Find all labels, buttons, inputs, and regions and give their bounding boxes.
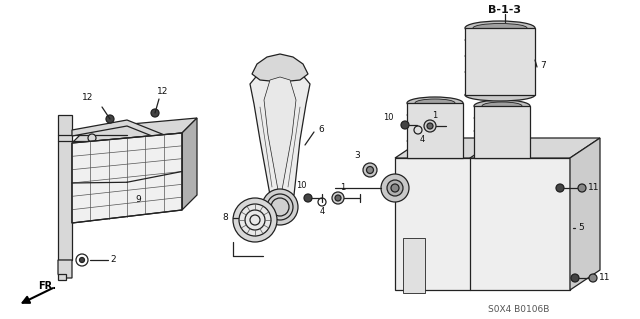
Polygon shape bbox=[250, 72, 310, 195]
Text: 6: 6 bbox=[318, 125, 324, 135]
Ellipse shape bbox=[407, 137, 463, 145]
Polygon shape bbox=[72, 133, 182, 223]
Circle shape bbox=[427, 123, 433, 129]
Polygon shape bbox=[395, 158, 570, 290]
Circle shape bbox=[239, 204, 271, 236]
Circle shape bbox=[335, 195, 341, 201]
Circle shape bbox=[589, 274, 597, 282]
Text: 11: 11 bbox=[599, 273, 611, 283]
Circle shape bbox=[556, 184, 564, 192]
Text: 4: 4 bbox=[320, 207, 325, 217]
Circle shape bbox=[332, 192, 344, 204]
Ellipse shape bbox=[465, 89, 535, 101]
Ellipse shape bbox=[465, 21, 535, 35]
Ellipse shape bbox=[407, 111, 463, 119]
Circle shape bbox=[233, 198, 277, 242]
Circle shape bbox=[262, 189, 298, 225]
Circle shape bbox=[363, 163, 377, 177]
Ellipse shape bbox=[473, 24, 527, 33]
Ellipse shape bbox=[474, 127, 530, 135]
Ellipse shape bbox=[415, 99, 455, 107]
Text: 10: 10 bbox=[383, 113, 394, 122]
Circle shape bbox=[391, 184, 399, 192]
Text: B-1-3: B-1-3 bbox=[488, 5, 521, 15]
Polygon shape bbox=[570, 138, 600, 290]
Circle shape bbox=[151, 109, 159, 117]
Ellipse shape bbox=[474, 100, 530, 112]
Text: 5: 5 bbox=[578, 224, 584, 233]
Ellipse shape bbox=[407, 97, 463, 109]
Text: 4: 4 bbox=[420, 136, 425, 145]
Ellipse shape bbox=[474, 140, 530, 148]
Polygon shape bbox=[58, 260, 72, 278]
Circle shape bbox=[424, 120, 436, 132]
Text: 1: 1 bbox=[432, 112, 437, 121]
Polygon shape bbox=[72, 118, 197, 143]
Ellipse shape bbox=[465, 51, 535, 61]
Circle shape bbox=[106, 115, 114, 123]
Circle shape bbox=[571, 274, 579, 282]
Ellipse shape bbox=[474, 114, 530, 122]
Ellipse shape bbox=[465, 67, 535, 77]
Circle shape bbox=[578, 184, 586, 192]
Polygon shape bbox=[264, 77, 296, 190]
Text: 12: 12 bbox=[157, 86, 168, 95]
Text: 9: 9 bbox=[135, 196, 141, 204]
Text: 10: 10 bbox=[296, 182, 307, 190]
Polygon shape bbox=[395, 138, 600, 158]
Text: FR.: FR. bbox=[38, 281, 56, 291]
Bar bbox=[403, 238, 425, 293]
Polygon shape bbox=[252, 54, 308, 82]
Text: 8: 8 bbox=[222, 213, 228, 222]
Circle shape bbox=[367, 167, 374, 174]
Ellipse shape bbox=[465, 35, 535, 45]
Circle shape bbox=[401, 121, 409, 129]
Polygon shape bbox=[182, 118, 197, 210]
Ellipse shape bbox=[474, 153, 530, 163]
Ellipse shape bbox=[482, 102, 522, 110]
Polygon shape bbox=[407, 103, 463, 158]
Circle shape bbox=[304, 194, 312, 202]
Bar bbox=[58, 115, 72, 260]
Polygon shape bbox=[465, 28, 535, 95]
Circle shape bbox=[387, 180, 403, 196]
Text: 1: 1 bbox=[340, 183, 345, 192]
Circle shape bbox=[88, 134, 96, 142]
Circle shape bbox=[79, 257, 84, 263]
Ellipse shape bbox=[407, 153, 463, 163]
Circle shape bbox=[381, 174, 409, 202]
Polygon shape bbox=[72, 120, 172, 144]
Text: S0X4 B0106B: S0X4 B0106B bbox=[488, 306, 549, 315]
Polygon shape bbox=[474, 106, 530, 158]
Bar bbox=[58, 274, 66, 280]
Ellipse shape bbox=[407, 124, 463, 132]
Text: 7: 7 bbox=[540, 61, 546, 70]
Text: 12: 12 bbox=[82, 93, 93, 101]
Text: 11: 11 bbox=[588, 183, 600, 192]
Text: 3: 3 bbox=[355, 152, 360, 160]
Text: 2: 2 bbox=[110, 256, 116, 264]
